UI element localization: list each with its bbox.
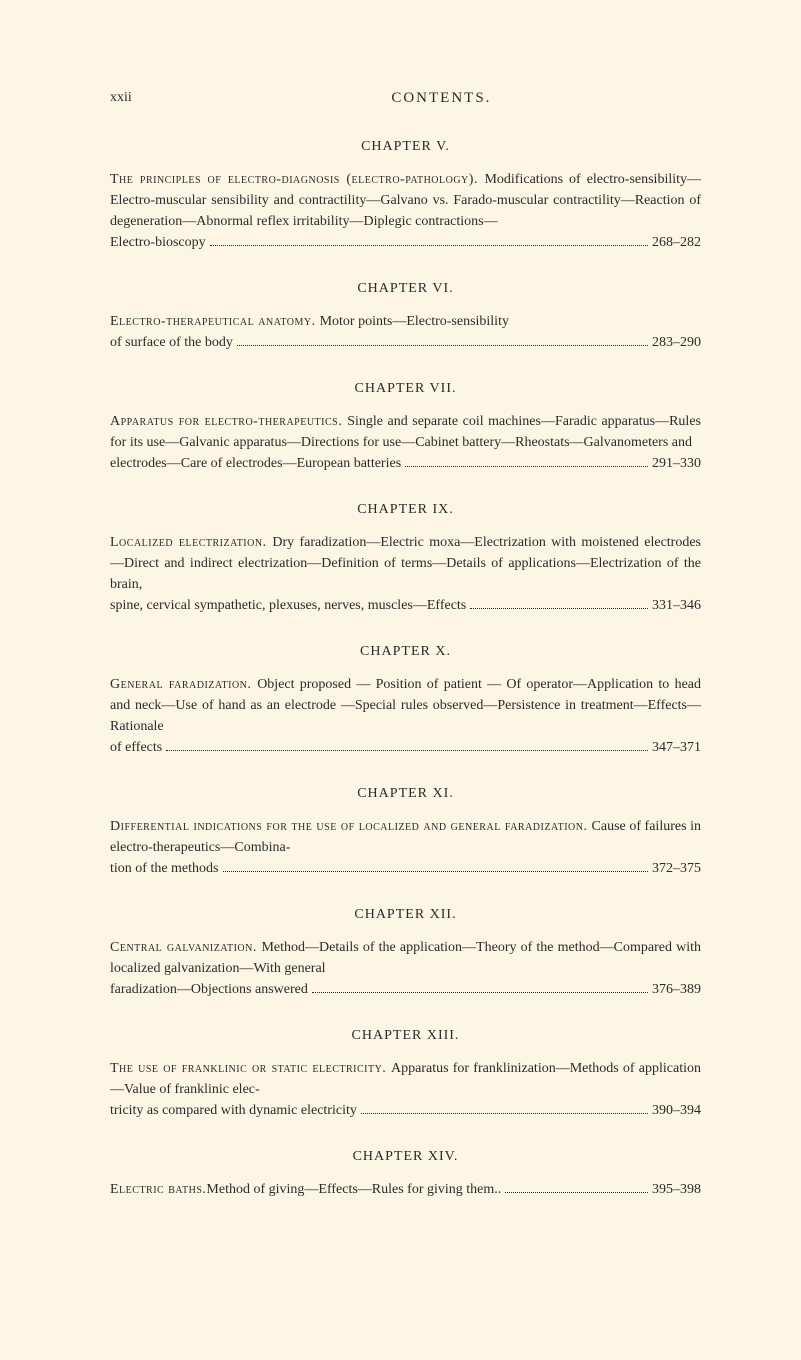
chapter-last-line: faradization—Objections answered 376–389 <box>110 979 701 1000</box>
chapter-entry: CHAPTER V. The principles of electro-diag… <box>110 139 701 253</box>
chapter-description: The principles of electro-diagnosis (ele… <box>110 169 701 232</box>
chapters-container: CHAPTER V. The principles of electro-diag… <box>110 139 701 1200</box>
chapter-body: Electric baths. Method of giving—Effects… <box>110 1179 701 1200</box>
last-line-text: faradization—Objections answered <box>110 979 308 1000</box>
chapter-entry: CHAPTER XI. Differential indications for … <box>110 786 701 879</box>
chapter-title: CHAPTER IX. <box>110 502 701 518</box>
chapter-title: CHAPTER XIII. <box>110 1028 701 1044</box>
chapter-body: Apparatus for electro-therapeutics. Sing… <box>110 411 701 474</box>
page-range: 395–398 <box>652 1179 701 1200</box>
chapter-body: Central galvanization. Method—Details of… <box>110 937 701 1000</box>
chapter-body: The use of franklinic or static electric… <box>110 1058 701 1121</box>
page-range: 372–375 <box>652 858 701 879</box>
chapter-title: CHAPTER X. <box>110 644 701 660</box>
chapter-description: General faradization. Object proposed — … <box>110 674 701 737</box>
chapter-title: CHAPTER V. <box>110 139 701 155</box>
chapter-entry: CHAPTER IX. Localized electrization. Dry … <box>110 502 701 616</box>
chapter-body: The principles of electro-diagnosis (ele… <box>110 169 701 253</box>
chapter-topic: The use of franklinic or static electric… <box>110 1061 391 1076</box>
leader-dots <box>166 750 648 751</box>
chapter-last-line: Electro-bioscopy 268–282 <box>110 232 701 253</box>
page-range: 347–371 <box>652 737 701 758</box>
chapter-topic: Localized electrization. <box>110 535 272 550</box>
chapter-last-line: of effects 347–371 <box>110 737 701 758</box>
page-range: 268–282 <box>652 232 701 253</box>
chapter-description: Localized electrization. Dry faradizatio… <box>110 532 701 595</box>
chapter-entry: CHAPTER XII. Central galvanization. Metho… <box>110 907 701 1000</box>
last-line-text: of effects <box>110 737 162 758</box>
last-line-text: electrodes—Care of electrodes—European b… <box>110 453 401 474</box>
last-line-text: spine, cervical sympathetic, plexuses, n… <box>110 595 466 616</box>
leader-dots <box>470 608 648 609</box>
chapter-entry: CHAPTER XIV. Electric baths. Method of gi… <box>110 1149 701 1200</box>
chapter-last-line: Electric baths. Method of giving—Effects… <box>110 1179 701 1200</box>
chapter-topic: Central galvanization. <box>110 940 261 955</box>
chapter-description: Apparatus for electro-therapeutics. Sing… <box>110 411 701 453</box>
leader-dots <box>312 992 648 993</box>
chapter-body: Electro-therapeutical anatomy. Motor poi… <box>110 311 701 353</box>
chapter-body: General faradization. Object proposed — … <box>110 674 701 758</box>
chapter-title: CHAPTER VI. <box>110 281 701 297</box>
chapter-entry: CHAPTER XIII. The use of franklinic or st… <box>110 1028 701 1121</box>
leader-dots <box>210 245 648 246</box>
leader-dots <box>223 871 649 872</box>
leader-dots <box>405 466 648 467</box>
page-range: 390–394 <box>652 1100 701 1121</box>
page-header: xxii CONTENTS. <box>110 90 701 107</box>
chapter-entry: CHAPTER VI. Electro-therapeutical anatomy… <box>110 281 701 353</box>
chapter-topic: Electric baths. <box>110 1179 206 1200</box>
chapter-topic: General faradization. <box>110 677 257 692</box>
header-spacer <box>671 90 701 107</box>
chapter-title: CHAPTER VII. <box>110 381 701 397</box>
page-range: 283–290 <box>652 332 701 353</box>
chapter-body: Localized electrization. Dry faradizatio… <box>110 532 701 616</box>
chapter-body: Differential indications for the use of … <box>110 816 701 879</box>
leader-dots <box>505 1192 648 1193</box>
chapter-description: The use of franklinic or static electric… <box>110 1058 701 1100</box>
page-range: 331–346 <box>652 595 701 616</box>
chapter-last-line: of surface of the body 283–290 <box>110 332 701 353</box>
chapter-last-line: tion of the methods 372–375 <box>110 858 701 879</box>
last-line-text: of surface of the body <box>110 332 233 353</box>
last-line-text: tion of the methods <box>110 858 219 879</box>
chapter-last-line: electrodes—Care of electrodes—European b… <box>110 453 701 474</box>
chapter-description: Electro-therapeutical anatomy. Motor poi… <box>110 311 701 332</box>
last-line-text: Electro-bioscopy <box>110 232 206 253</box>
chapter-title: CHAPTER XII. <box>110 907 701 923</box>
leader-dots <box>237 345 648 346</box>
chapter-title: CHAPTER XIV. <box>110 1149 701 1165</box>
page-number: xxii <box>110 90 132 107</box>
leader-dots <box>361 1113 648 1114</box>
chapter-last-line: tricity as compared with dynamic electri… <box>110 1100 701 1121</box>
chapter-title: CHAPTER XI. <box>110 786 701 802</box>
last-line-text: Method of giving—Effects—Rules for givin… <box>206 1179 501 1200</box>
chapter-entry: CHAPTER VII. Apparatus for electro-therap… <box>110 381 701 474</box>
page-range: 291–330 <box>652 453 701 474</box>
chapter-topic: Electro-therapeutical anatomy. <box>110 314 320 329</box>
chapter-entry: CHAPTER X. General faradization. Object p… <box>110 644 701 758</box>
chapter-topic: Differential indications for the use of … <box>110 819 592 834</box>
chapter-last-line: spine, cervical sympathetic, plexuses, n… <box>110 595 701 616</box>
contents-title: CONTENTS. <box>391 90 491 107</box>
chapter-description: Central galvanization. Method—Details of… <box>110 937 701 979</box>
chapter-topic: The principles of electro-diagnosis (ele… <box>110 172 484 187</box>
chapter-description: Differential indications for the use of … <box>110 816 701 858</box>
chapter-topic: Apparatus for electro-therapeutics. <box>110 414 347 429</box>
last-line-text: tricity as compared with dynamic electri… <box>110 1100 357 1121</box>
page-range: 376–389 <box>652 979 701 1000</box>
